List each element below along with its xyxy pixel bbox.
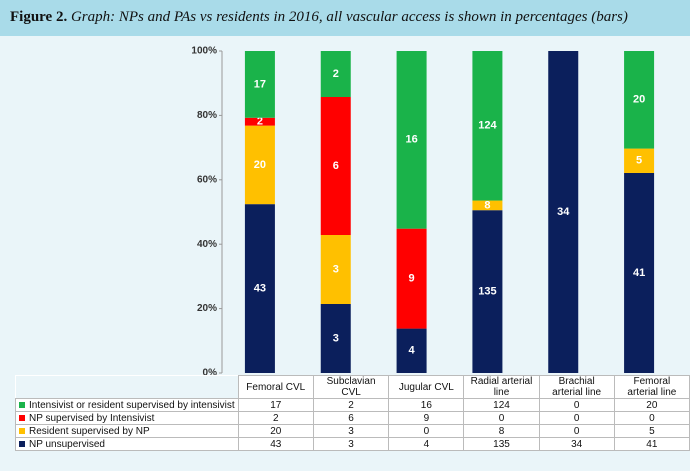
legend-label: NP unsupervised bbox=[29, 438, 105, 450]
legend-swatch bbox=[19, 440, 25, 447]
data-label: 20 bbox=[254, 159, 266, 171]
y-tick-label: 20% bbox=[197, 303, 217, 314]
data-label: 135 bbox=[478, 286, 496, 298]
table-cell: 2 bbox=[237, 411, 314, 425]
legend-entry: Resident supervised by NP bbox=[15, 424, 239, 438]
bar-segment bbox=[624, 148, 655, 173]
figure-header: Figure 2. Graph: NPs and PAs vs resident… bbox=[0, 0, 690, 36]
bar-segment bbox=[624, 172, 655, 373]
table-cell: 3 bbox=[312, 437, 390, 451]
bar-segment bbox=[244, 117, 275, 126]
bar-segment bbox=[396, 51, 427, 229]
data-label: 4 bbox=[409, 345, 416, 357]
chart-title: Graph: NPs and PAs vs residents in 2016,… bbox=[70, 9, 628, 25]
legend-swatch bbox=[19, 401, 25, 408]
legend-swatch bbox=[19, 414, 25, 421]
table-cell: 17 bbox=[237, 398, 314, 412]
table-cell: 9 bbox=[388, 411, 465, 425]
y-tick-label: 80% bbox=[197, 110, 217, 121]
table-cell: 20 bbox=[613, 398, 690, 412]
bar-segment bbox=[244, 51, 275, 118]
legend-label: Intensivist or resident supervised by in… bbox=[29, 399, 235, 411]
table-cell: 0 bbox=[463, 411, 540, 425]
table-cell: 0 bbox=[388, 424, 465, 438]
figure-label: Figure 2. bbox=[10, 9, 68, 25]
x-tick-label: Femoral CVL bbox=[237, 375, 314, 399]
data-label: 16 bbox=[405, 134, 417, 146]
bar-segment bbox=[624, 51, 655, 149]
table-cell: 0 bbox=[538, 411, 615, 425]
bar-segment bbox=[472, 200, 503, 211]
bar-segment bbox=[548, 51, 579, 373]
legend-entry: Intensivist or resident supervised by in… bbox=[15, 398, 239, 412]
legend-entry: NP unsupervised bbox=[15, 437, 239, 451]
data-label: 41 bbox=[633, 267, 645, 279]
bar-segment bbox=[320, 97, 351, 235]
table-cell: 16 bbox=[388, 398, 465, 412]
table-cell: 4 bbox=[388, 437, 465, 451]
table-cell: 0 bbox=[538, 398, 615, 412]
x-tick-label: Radial arterial line bbox=[463, 375, 540, 399]
table-header-row: Femoral CVL Subclavian CVL Jugular CVL Radi… bbox=[15, 375, 690, 399]
table-cell: 2 bbox=[312, 398, 390, 412]
bar-segment bbox=[244, 125, 275, 205]
bar-segment bbox=[396, 228, 427, 329]
data-label: 43 bbox=[254, 282, 266, 294]
bar-segment bbox=[396, 328, 427, 373]
x-tick-label: Jugular CVL bbox=[388, 375, 465, 399]
x-tick-label: Subclavian CVL bbox=[312, 375, 390, 399]
table-cell: 6 bbox=[312, 411, 390, 425]
legend-swatch bbox=[19, 427, 25, 434]
data-label: 124 bbox=[478, 120, 497, 132]
data-label: 5 bbox=[636, 155, 642, 167]
y-tick-label: 40% bbox=[197, 239, 217, 250]
table-cell: 135 bbox=[463, 437, 540, 451]
y-tick-label: 60% bbox=[197, 174, 217, 185]
table-cell: 124 bbox=[463, 398, 540, 412]
legend-label: NP supervised by Intensivist bbox=[29, 412, 155, 424]
table-cell: 0 bbox=[538, 424, 615, 438]
data-label: 3 bbox=[333, 332, 339, 344]
data-label: 2 bbox=[257, 116, 263, 128]
data-table: Femoral CVL Subclavian CVL Jugular CVL Radi… bbox=[15, 375, 690, 451]
table-cell: 8 bbox=[463, 424, 540, 438]
table-cell: 43 bbox=[237, 437, 314, 451]
data-label: 9 bbox=[409, 273, 415, 285]
bar-segment bbox=[472, 210, 503, 373]
x-tick-label: Brachial arterial line bbox=[538, 375, 615, 399]
table-row: NP unsupervised 43 3 4 135 34 41 bbox=[15, 437, 690, 451]
data-label: 2 bbox=[333, 68, 339, 80]
table-row: Resident supervised by NP 20 3 0 8 0 5 bbox=[15, 424, 690, 438]
bar-segment bbox=[320, 304, 351, 373]
table-cell: 34 bbox=[538, 437, 615, 451]
legend-label: Resident supervised by NP bbox=[29, 425, 150, 437]
table-row: NP supervised by Intensivist 2 6 9 0 0 0 bbox=[15, 411, 690, 425]
data-label: 20 bbox=[633, 94, 645, 106]
data-label: 8 bbox=[484, 199, 490, 211]
table-corner bbox=[15, 375, 239, 399]
table-cell: 0 bbox=[613, 411, 690, 425]
y-tick-label: 0% bbox=[203, 368, 218, 375]
table-cell: 3 bbox=[312, 424, 390, 438]
chart: 0% 20% 40% 60% 80% 100% 43 20 2 17 3 3 6 2 4 9 16 135 8 124… bbox=[191, 46, 655, 375]
y-tick-label: 100% bbox=[191, 46, 217, 57]
table-cell: 5 bbox=[613, 424, 690, 438]
bar-segment bbox=[320, 235, 351, 304]
bar-segment bbox=[320, 51, 351, 97]
table-cell: 41 bbox=[613, 437, 690, 451]
table-cell: 20 bbox=[237, 424, 314, 438]
data-label: 3 bbox=[333, 263, 339, 275]
bar-segment bbox=[244, 204, 275, 373]
bar-segment bbox=[472, 51, 503, 201]
data-label: 17 bbox=[254, 78, 266, 90]
legend-entry: NP supervised by Intensivist bbox=[15, 411, 239, 425]
data-label: 6 bbox=[333, 160, 339, 172]
table-row: Intensivist or resident supervised by in… bbox=[15, 398, 690, 412]
data-label: 34 bbox=[557, 206, 570, 218]
x-tick-label: Femoral arterial line bbox=[613, 375, 690, 399]
